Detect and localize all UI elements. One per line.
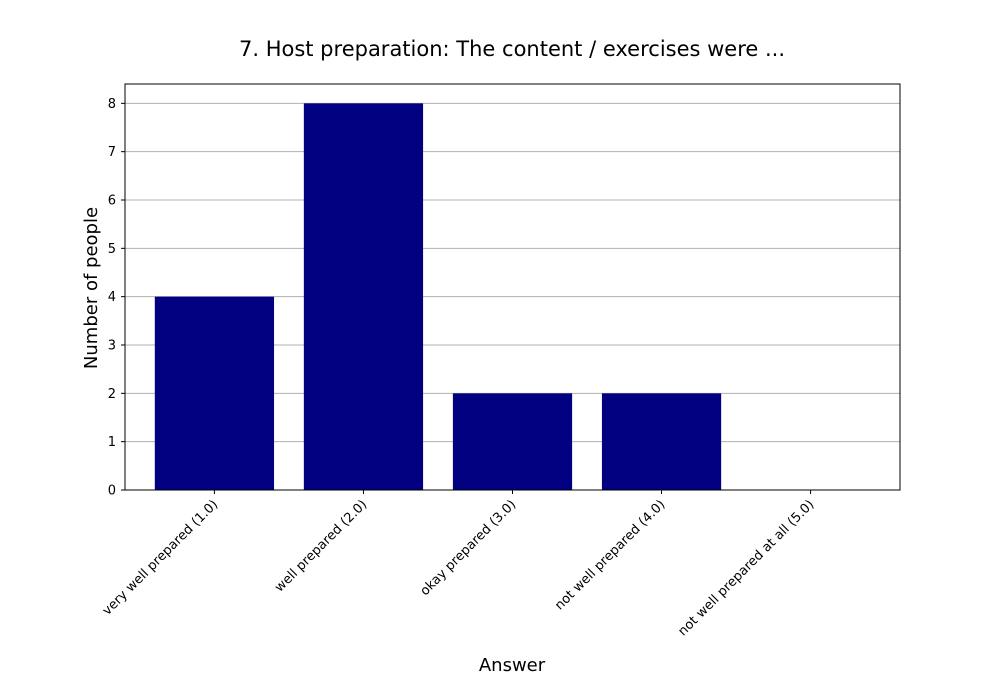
chart-title: 7. Host preparation: The content / exerc…	[239, 37, 785, 61]
x-tick-label: well prepared (2.0)	[272, 497, 370, 595]
y-tick-label: 8	[108, 97, 116, 112]
bars	[154, 103, 722, 490]
x-axis-label: Answer	[479, 655, 546, 676]
y-tick-label: 4	[108, 290, 116, 305]
bar	[154, 296, 275, 490]
y-axis: 0 1 2 3 4 5 6 7 8	[108, 97, 125, 499]
bar	[601, 393, 722, 490]
x-tick-label: not well prepared (4.0)	[552, 497, 668, 613]
bar	[452, 393, 573, 490]
y-tick-label: 0	[108, 484, 116, 499]
x-axis: very well prepared (1.0) well prepared (2…	[100, 490, 817, 639]
bar	[303, 103, 424, 490]
y-tick-label: 5	[108, 242, 116, 257]
x-tick-label: okay prepared (3.0)	[418, 497, 520, 599]
y-tick-label: 6	[108, 194, 116, 209]
y-tick-label: 7	[108, 145, 116, 160]
y-tick-label: 1	[108, 435, 116, 450]
x-tick-label: not well prepared at all (5.0)	[675, 497, 817, 639]
y-tick-label: 2	[108, 387, 116, 402]
y-tick-label: 3	[108, 339, 116, 354]
x-tick-label: very well prepared (1.0)	[100, 497, 221, 618]
y-axis-label: Number of people	[81, 207, 102, 369]
